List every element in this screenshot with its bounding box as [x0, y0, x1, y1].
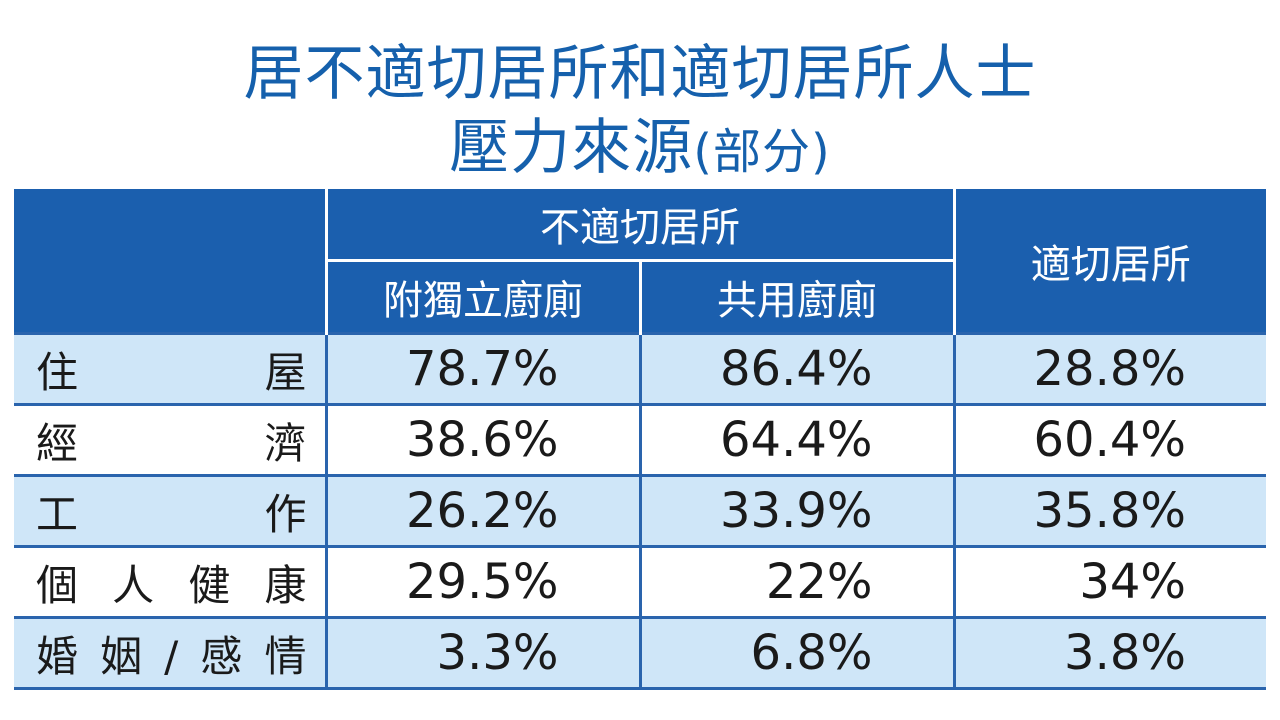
data-cell: 6.8% [638, 616, 954, 690]
chart-title-main: 壓力來源 [449, 113, 694, 183]
header-corner-cell [14, 189, 326, 334]
table-row: 經濟 38.6% 64.4% 60.4% [14, 403, 1266, 476]
row-label: 工作 [14, 474, 326, 547]
data-cell: 35.8% [952, 474, 1266, 547]
data-cell: 60.4% [952, 403, 1266, 476]
chart-title-line1: 居不適切居所和適切居所人士 [243, 39, 1037, 109]
data-cell: 78.7% [324, 332, 640, 405]
table-row: 婚姻/感情 3.3% 6.8% 3.8% [14, 616, 1266, 690]
pressure-sources-table: 不適切居所 適切居所 附獨立廚廁 共用廚廁 住屋 78.7% 86.4% 28.8% 經… [14, 189, 1266, 690]
row-label: 婚姻/感情 [14, 616, 326, 690]
column-header-private-kitchen-toilet: 附獨立廚廁 [324, 259, 640, 334]
data-cell: 64.4% [638, 403, 954, 476]
data-cell: 38.6% [324, 403, 640, 476]
chart-title-line2: 壓力來源(部分) [0, 112, 1280, 188]
table-row: 工作 26.2% 33.9% 35.8% [14, 474, 1266, 547]
table-body: 住屋 78.7% 86.4% 28.8% 經濟 38.6% 64.4% 60.4% 工作 26.2… [14, 332, 1266, 690]
data-cell: 3.8% [952, 616, 1266, 690]
table-row: 住屋 78.7% 86.4% 28.8% [14, 332, 1266, 405]
table-row: 個人健康 29.5% 22% 34% [14, 545, 1266, 618]
row-label: 個人健康 [14, 545, 326, 618]
data-cell: 22% [638, 545, 954, 618]
data-cell: 86.4% [638, 332, 954, 405]
column-header-adequate-housing: 適切居所 [952, 189, 1266, 334]
data-cell: 33.9% [638, 474, 954, 547]
data-cell: 34% [952, 545, 1266, 618]
data-cell: 26.2% [324, 474, 640, 547]
data-cell: 28.8% [952, 332, 1266, 405]
column-header-shared-kitchen-toilet: 共用廚廁 [638, 259, 954, 334]
row-label: 住屋 [14, 332, 326, 405]
data-cell: 3.3% [324, 616, 640, 690]
group-header-inadequate-housing: 不適切居所 [324, 189, 954, 261]
data-cell: 29.5% [324, 545, 640, 618]
chart-title-subnote: (部分) [693, 124, 831, 180]
row-label: 經濟 [14, 403, 326, 476]
